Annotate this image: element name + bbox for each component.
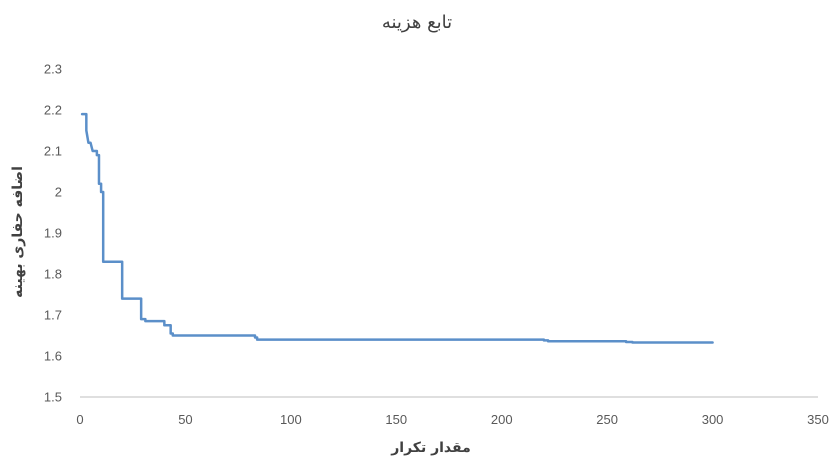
y-tick-label: 1.7 (44, 308, 62, 323)
x-tick-label: 150 (385, 412, 407, 427)
series-line (80, 112, 714, 344)
y-tick-label: 1.8 (44, 267, 62, 282)
y-tick-label: 1.6 (44, 349, 62, 364)
y-tick-label: 1.5 (44, 390, 62, 405)
y-tick-label: 2.3 (44, 62, 62, 77)
y-tick-label: 2.2 (44, 103, 62, 118)
y-axis-label: اضافه حفاری بهینه (10, 166, 26, 298)
x-tick-label: 300 (702, 412, 724, 427)
x-tick-label: 100 (280, 412, 302, 427)
y-tick-label: 1.9 (44, 226, 62, 241)
x-tick-label: 200 (491, 412, 513, 427)
y-tick-label: 2 (55, 185, 62, 200)
series-group (80, 112, 714, 344)
x-tick-label: 250 (596, 412, 618, 427)
x-tick-label: 350 (807, 412, 829, 427)
x-tick-label: 50 (178, 412, 192, 427)
x-axis-label: مقدار تکرار (390, 440, 471, 456)
y-tick-label: 2.1 (44, 144, 62, 159)
x-tick-labels: 0 50 100 150 200 250 300 350 (76, 412, 828, 427)
x-tick-label: 0 (76, 412, 83, 427)
chart-title: تابع هزینه (382, 12, 452, 33)
y-tick-labels: 1.5 1.6 1.7 1.8 1.9 2 2.1 2.2 2.3 (44, 62, 62, 405)
